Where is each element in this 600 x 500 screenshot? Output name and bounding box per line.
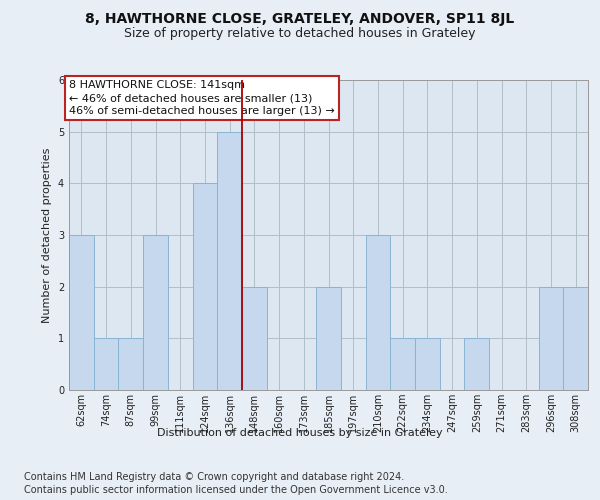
Y-axis label: Number of detached properties: Number of detached properties: [43, 148, 52, 322]
Text: Contains HM Land Registry data © Crown copyright and database right 2024.: Contains HM Land Registry data © Crown c…: [24, 472, 404, 482]
Text: Size of property relative to detached houses in Grateley: Size of property relative to detached ho…: [124, 28, 476, 40]
Bar: [94, 338, 118, 390]
Bar: [316, 286, 341, 390]
Bar: [118, 338, 143, 390]
Bar: [242, 286, 267, 390]
Text: Contains public sector information licensed under the Open Government Licence v3: Contains public sector information licen…: [24, 485, 448, 495]
Bar: [539, 286, 563, 390]
Text: Distribution of detached houses by size in Grateley: Distribution of detached houses by size …: [157, 428, 443, 438]
Bar: [390, 338, 415, 390]
Bar: [143, 235, 168, 390]
Bar: [69, 235, 94, 390]
Bar: [365, 235, 390, 390]
Text: 8 HAWTHORNE CLOSE: 141sqm
← 46% of detached houses are smaller (13)
46% of semi-: 8 HAWTHORNE CLOSE: 141sqm ← 46% of detac…: [69, 80, 335, 116]
Bar: [217, 132, 242, 390]
Bar: [464, 338, 489, 390]
Text: 8, HAWTHORNE CLOSE, GRATELEY, ANDOVER, SP11 8JL: 8, HAWTHORNE CLOSE, GRATELEY, ANDOVER, S…: [85, 12, 515, 26]
Bar: [563, 286, 588, 390]
Bar: [193, 184, 217, 390]
Bar: [415, 338, 440, 390]
